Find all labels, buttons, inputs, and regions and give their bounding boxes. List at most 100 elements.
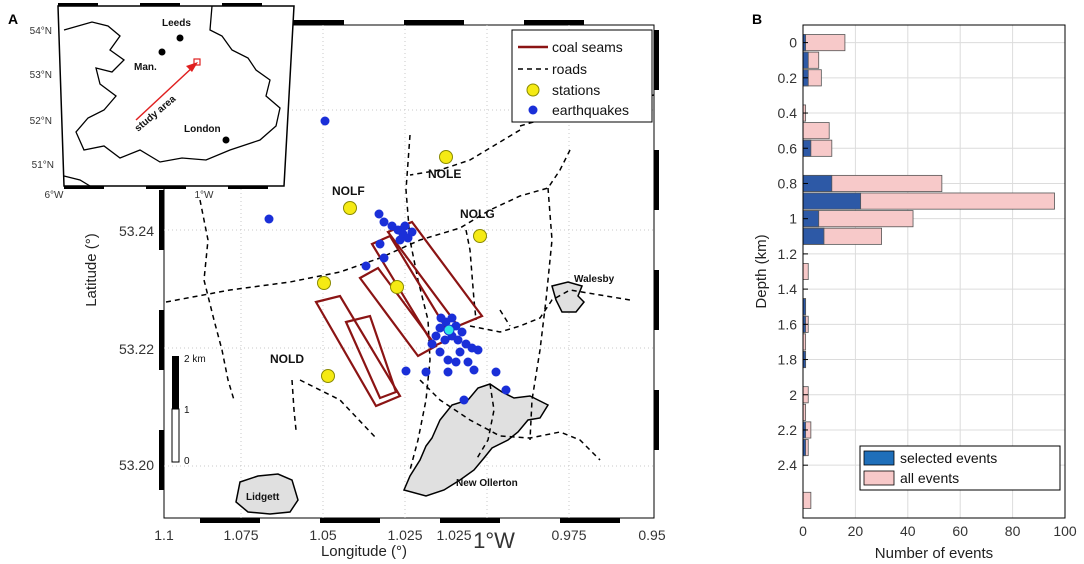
histogram-y-tick: 1.2	[778, 246, 798, 262]
legend-earthquakes-swatch	[528, 105, 538, 115]
bar-all-events	[802, 122, 830, 140]
bar-selected-events	[802, 51, 809, 69]
map-legend: coal seams roads stations earthquakes	[511, 29, 653, 123]
histogram-y-tick: 1	[789, 211, 797, 227]
stations	[317, 150, 487, 383]
inset-lon-1w: 1°W	[195, 190, 215, 201]
histogram-y-tick: 0.2	[778, 70, 798, 86]
station-label-nolg: NOLG	[460, 207, 495, 221]
histogram-y-tick: 0.6	[778, 140, 798, 156]
histogram-y-tick: 2.4	[778, 457, 798, 473]
lidgett-town	[235, 473, 299, 515]
x-tick-8: 0.95	[638, 527, 665, 543]
roads	[165, 94, 654, 471]
histogram-x-tick: 40	[900, 523, 916, 539]
coal-seams	[314, 220, 484, 408]
station-nold	[321, 369, 335, 383]
histogram-y-tick: 0.8	[778, 175, 798, 191]
station-nole	[439, 150, 453, 164]
station-label-nold: NOLD	[270, 352, 304, 366]
inset-city-london: London	[184, 124, 221, 135]
histogram-y-tick: 1.4	[778, 281, 798, 297]
inset-lat-53: 53°N	[30, 70, 52, 81]
legend-selected-events: selected events	[900, 450, 997, 466]
x-tick-2: 1.075	[223, 527, 258, 543]
scale-label-2km: 2 km	[184, 354, 206, 365]
map-x-axis-title: Longitude (°)	[321, 543, 407, 560]
y-tick-53-24: 53.24	[119, 223, 154, 239]
station-label-nolf: NOLF	[332, 184, 365, 198]
histogram-y-tick: 0	[789, 35, 797, 51]
bar-all-events	[802, 210, 914, 228]
histogram-y-tick: 1.6	[778, 316, 798, 332]
legend-all-swatch	[863, 470, 895, 486]
histogram-x-tick: 0	[799, 523, 807, 539]
histogram-x-ticks: 0 20 40 60 80 100	[799, 523, 1077, 539]
map-y-axis-title: Latitude (°)	[83, 233, 100, 307]
x-tick-3: 1.05	[309, 527, 336, 543]
station-label-nole: NOLE	[428, 167, 461, 181]
x-tick-7: 0.975	[551, 527, 586, 543]
main-event-marker	[443, 324, 455, 336]
bar-selected-events	[802, 192, 862, 210]
coal-seam-1	[314, 294, 402, 408]
leeds-dot	[176, 34, 184, 42]
y-tick-53-20: 53.20	[119, 457, 154, 473]
place-label-lidgett: Lidgett	[246, 492, 280, 503]
histogram-frame	[802, 24, 1066, 519]
inset-arrow	[135, 65, 195, 121]
x-tick-4: 1.025	[387, 527, 422, 543]
station-nolg	[473, 229, 487, 243]
histogram-x-axis-title: Number of events	[875, 545, 993, 562]
x-tick-1: 1.1	[154, 527, 174, 543]
histogram-x-tick: 100	[1053, 523, 1077, 539]
histogram-y-tick: 2.2	[778, 422, 798, 438]
inset-lat-51: 51°N	[32, 160, 54, 171]
legend-earthquakes: earthquakes	[552, 102, 629, 118]
inset-city-leeds: Leeds	[162, 18, 191, 29]
inset-lat-52: 52°N	[30, 116, 52, 127]
y-tick-53-22: 53.22	[119, 341, 154, 357]
legend-selected-swatch	[863, 450, 895, 466]
panel-b-letter: B	[752, 11, 762, 27]
histogram-y-axis-title: Depth (km)	[753, 234, 770, 308]
legend-all-events: all events	[900, 470, 959, 486]
legend-stations-swatch	[526, 83, 540, 97]
study-area-box	[193, 58, 201, 66]
histogram-y-tick: 2	[789, 387, 797, 403]
scale-label-1: 1	[184, 405, 190, 416]
histogram-y-tick: 1.8	[778, 352, 798, 368]
bar-all-events	[802, 34, 846, 52]
inset-lat-54: 54°N	[30, 26, 52, 37]
x-tick-5: 1.025	[436, 527, 471, 543]
station-c	[317, 276, 331, 290]
legend-stations: stations	[552, 82, 600, 98]
place-label-walesby: Walesby	[574, 274, 615, 285]
histogram-legend: selected events all events	[859, 445, 1061, 491]
inset-map: Leeds Man. London study area 54°N 53°N 5…	[30, 3, 295, 201]
histogram-x-tick: 20	[848, 523, 864, 539]
histogram-y-tick: 0.4	[778, 105, 798, 121]
x-tick-1w: 1°W	[473, 528, 515, 553]
london-dot	[222, 136, 230, 144]
inset-coastline	[63, 5, 281, 163]
scale-label-0: 0	[184, 456, 190, 467]
new-ollerton-town	[402, 383, 550, 497]
station-e	[390, 280, 404, 294]
depth-histogram: 0 20 40 60 80 100 0 0.2 0.4 0.6 0.8 1 1.2 1.4 1.6 1.8 2…	[753, 24, 1077, 562]
manchester-dot	[158, 48, 166, 56]
histogram-plot-area	[803, 25, 1065, 518]
coal-seam-2	[344, 314, 398, 400]
walesby-town	[551, 281, 586, 313]
scale-bar: 2 km 1 0	[171, 354, 206, 467]
inset-lon-6w: 6°W	[45, 190, 65, 201]
legend-coal-seams: coal seams	[552, 39, 623, 55]
panel-a-letter: A	[8, 11, 18, 27]
bar-all-events	[802, 263, 809, 280]
histogram-x-tick: 60	[952, 523, 968, 539]
histogram-y-ticks: 0 0.2 0.4 0.6 0.8 1 1.2 1.4 1.6 1.8 2 2.2 2.4	[778, 35, 808, 473]
bar-selected-events	[802, 227, 825, 245]
bar-all-events	[802, 491, 812, 509]
station-nolf	[343, 201, 357, 215]
inset-city-manchester: Man.	[134, 62, 157, 73]
